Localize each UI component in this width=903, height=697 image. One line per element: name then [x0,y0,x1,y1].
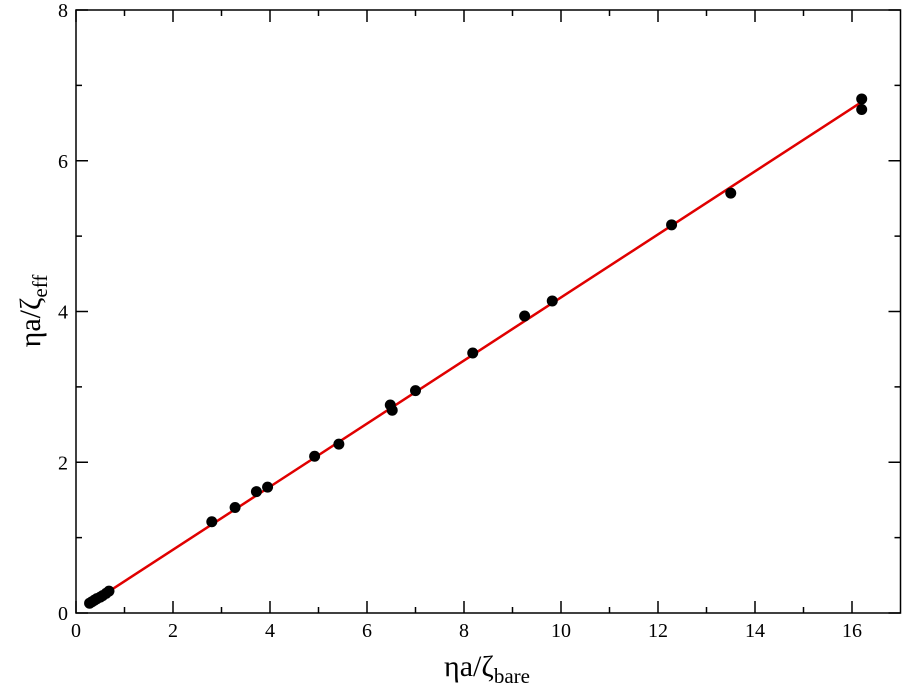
x-tick-label: 12 [648,620,668,642]
y-tick-label: 4 [58,302,68,324]
x-label-main: ηa/ζ [444,650,494,683]
y-label-sub: eff [28,275,52,298]
data-point [519,310,531,322]
data-point [666,219,678,231]
y-tick-label: 0 [58,603,68,625]
data-point [467,347,479,359]
y-tick-label: 2 [58,452,68,474]
x-tick-label: 4 [265,620,275,642]
x-label-sub: bare [494,664,530,688]
y-tick-label: 8 [58,0,68,22]
y-tick-label: 6 [58,151,68,173]
x-tick-label: 8 [459,620,469,642]
data-point [103,585,115,597]
data-point [386,404,398,416]
x-axis-label: ηa/ζbare [444,650,530,688]
x-tick-label: 2 [168,620,178,642]
data-point [333,438,345,450]
x-tick-label: 10 [551,620,571,642]
data-point [250,486,262,498]
x-tick-label: 6 [362,620,372,642]
data-point [410,385,421,397]
data-point [206,516,218,528]
x-tick-label: 0 [71,620,81,642]
data-point [725,187,737,199]
y-label-main: ηa/ζ [14,298,47,348]
data-point [546,295,558,307]
x-tick-label: 16 [842,620,862,642]
data-point [309,450,321,462]
data-point [856,103,868,115]
data-point [229,501,241,513]
plot-frame [75,9,902,614]
data-point [262,481,274,493]
data-point [856,93,868,105]
x-tick-label: 14 [745,620,765,642]
y-axis-label: ηa/ζeff [14,275,52,348]
